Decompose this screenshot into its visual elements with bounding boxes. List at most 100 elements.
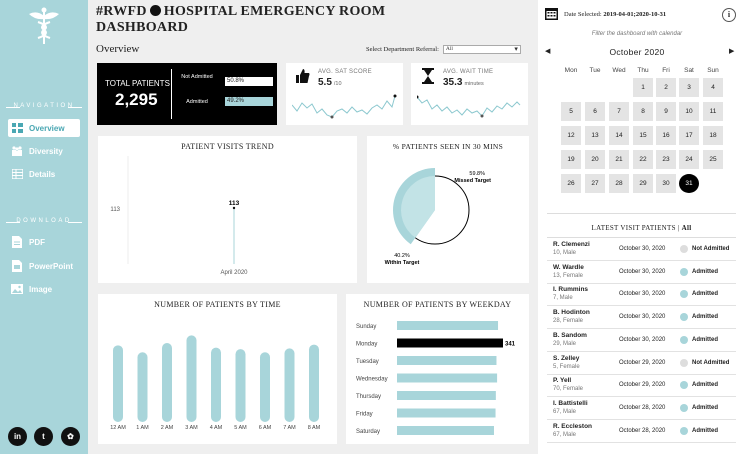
patient-info: 13, Female bbox=[553, 272, 584, 279]
calendar-day[interactable]: 9 bbox=[656, 102, 676, 121]
patient-status: Not Admitted bbox=[692, 246, 730, 252]
pie-slice-within-inner bbox=[401, 176, 435, 238]
time-tick-label: 8 AM bbox=[308, 425, 321, 431]
patient-row[interactable]: P. Yell 70, Female October 29, 2020 Admitte… bbox=[547, 374, 736, 398]
weekday-tick-label: Sunday bbox=[356, 324, 376, 330]
patient-row[interactable]: I. Battistelli 67, Male October 28, 2020 Ad… bbox=[547, 397, 736, 420]
network-icon[interactable]: ✿ bbox=[61, 427, 80, 446]
sidebar-item-details[interactable]: Details bbox=[8, 165, 80, 183]
patient-info: 5, Female bbox=[553, 363, 580, 370]
calendar-day[interactable]: 8 bbox=[633, 102, 653, 121]
calendar-day[interactable]: 22 bbox=[633, 150, 653, 169]
date-selected: Date Selected: 2019-04-01;2020-10-31 bbox=[564, 11, 667, 18]
weekday-tick-label: Wednesday bbox=[356, 377, 388, 383]
calendar-day[interactable]: 11 bbox=[703, 102, 723, 121]
patient-row[interactable]: I. Rummins 7, Male October 30, 2020 Admitte… bbox=[547, 283, 736, 307]
thumbs-up-icon bbox=[296, 69, 310, 83]
calendar-day[interactable]: 1 bbox=[633, 78, 653, 97]
total-patients-card: TOTAL PATIENTS 2,295 Not Admitted 50.8% … bbox=[97, 63, 277, 125]
calendar-hint: Filter the dashboard with calendar bbox=[591, 31, 683, 37]
sidebar: NAVIGATION Overview Diversity Details DO… bbox=[0, 0, 88, 454]
download-image[interactable]: Image bbox=[8, 280, 80, 298]
not-admitted-bar: 50.8% bbox=[225, 77, 273, 86]
admitted-bar: 49.2% bbox=[225, 97, 273, 106]
calendar-day[interactable]: 3 bbox=[679, 78, 699, 97]
calendar-day[interactable]: 17 bbox=[679, 126, 699, 145]
download-pdf[interactable]: PDF bbox=[8, 233, 80, 251]
page-title: #RWFD HOSPITAL EMERGENCY ROOM DASHBOARD bbox=[96, 4, 416, 36]
calendar-day[interactable]: 21 bbox=[609, 150, 629, 169]
download-powerpoint[interactable]: PowerPoint bbox=[8, 257, 80, 275]
weekday-tick-label: Monday bbox=[356, 342, 377, 348]
weekday-header: Sun bbox=[707, 67, 719, 74]
by-weekday-chart: Sunday Monday 341 Tuesday Wednesday Thursday F… bbox=[356, 321, 516, 435]
time-bar bbox=[260, 352, 270, 422]
calendar-day[interactable]: 19 bbox=[561, 150, 581, 169]
twitter-icon[interactable]: t bbox=[34, 427, 53, 446]
patient-date: October 30, 2020 bbox=[619, 268, 666, 275]
calendar-day[interactable]: 5 bbox=[561, 102, 581, 121]
patient-row[interactable]: W. Wardle 13, Female October 30, 2020 Admit… bbox=[547, 261, 736, 284]
patient-row[interactable]: B. Hodinton 28, Female October 30, 2020 Adm… bbox=[547, 306, 736, 330]
calendar-day[interactable]: 26 bbox=[561, 174, 581, 193]
patient-name: I. Battistelli bbox=[553, 399, 588, 407]
calendar-day[interactable]: 4 bbox=[703, 78, 723, 97]
weekday-bar bbox=[397, 356, 497, 365]
calendar-month: October 2020 bbox=[609, 47, 665, 57]
info-icon[interactable]: i bbox=[722, 8, 736, 22]
weekday-bar bbox=[397, 321, 499, 330]
wait-time-card: AVG. WAIT TIME 35.3 minutes bbox=[411, 63, 528, 125]
linkedin-icon[interactable]: in bbox=[8, 427, 27, 446]
download-label: Image bbox=[29, 284, 53, 294]
patient-name: W. Wardle bbox=[553, 263, 584, 271]
divider bbox=[547, 237, 736, 238]
patient-name: B. Hodinton bbox=[553, 309, 590, 317]
weekday-bar bbox=[397, 408, 496, 418]
by-time-title: NUMBER OF PATIENTS BY TIME bbox=[154, 300, 281, 309]
patient-status: Admitted bbox=[692, 382, 718, 389]
patient-row[interactable]: R. Eccleston 67, Male October 28, 2020 Admi… bbox=[547, 420, 736, 443]
calendar-day[interactable]: 6 bbox=[585, 102, 605, 121]
sidebar-item-overview[interactable]: Overview bbox=[8, 119, 80, 137]
calendar-day[interactable]: 30 bbox=[656, 174, 676, 193]
by-time-card: NUMBER OF PATIENTS BY TIME 12 AM 1 AM 2 AM… bbox=[98, 294, 337, 444]
patient-row[interactable]: S. Zelley 5, Female October 29, 2020 Not Ad… bbox=[547, 352, 736, 375]
prev-month-button[interactable]: ◀ bbox=[545, 48, 551, 55]
calendar-day[interactable]: 10 bbox=[679, 102, 699, 121]
calendar-day[interactable]: 15 bbox=[633, 126, 653, 145]
patient-row[interactable]: R. Clemenzi 10, Male October 30, 2020 Not A… bbox=[547, 238, 736, 261]
calendar-day[interactable]: 24 bbox=[679, 150, 699, 169]
sidebar-item-diversity[interactable]: Diversity bbox=[8, 142, 80, 160]
sat-score-value: 5.5/10 bbox=[318, 77, 342, 88]
calendar-day[interactable]: 29 bbox=[633, 174, 653, 193]
patient-name: R. Clemenzi bbox=[553, 241, 590, 248]
patient-info: 28, Female bbox=[553, 318, 584, 325]
weekday-tick-label: Saturday bbox=[356, 429, 380, 435]
calendar-day[interactable]: 23 bbox=[656, 150, 676, 169]
latest-filter[interactable]: All bbox=[681, 224, 692, 232]
sidebar-item-label: Overview bbox=[29, 123, 65, 133]
overview-icon bbox=[11, 123, 23, 134]
next-month-button[interactable]: ▶ bbox=[729, 48, 735, 55]
sat-score-card: AVG. SAT SCORE 5.5/10 bbox=[286, 63, 403, 125]
calendar-day[interactable]: 28 bbox=[609, 174, 629, 193]
time-bar bbox=[235, 349, 246, 422]
calendar-day[interactable]: 25 bbox=[703, 150, 723, 169]
department-label: Select Department Referral: bbox=[366, 46, 439, 53]
calendar-day[interactable]: 31 bbox=[679, 174, 699, 193]
calendar-day[interactable]: 16 bbox=[656, 126, 676, 145]
calendar-day[interactable]: 18 bbox=[703, 126, 723, 145]
calendar-day[interactable]: 2 bbox=[656, 78, 676, 97]
department-select[interactable]: All bbox=[442, 45, 521, 54]
calendar-day[interactable]: 20 bbox=[585, 150, 605, 169]
calendar-day[interactable]: 13 bbox=[585, 126, 605, 145]
calendar-day[interactable]: 14 bbox=[609, 126, 629, 145]
patient-date: October 29, 2020 bbox=[619, 382, 666, 389]
patient-status: Not Admitted bbox=[692, 359, 730, 366]
calendar-day[interactable]: 7 bbox=[609, 102, 629, 121]
patient-row[interactable]: B. Sandom 29, Male October 30, 2020 Admitte… bbox=[547, 329, 736, 352]
visits-trend-card: PATIENT VISITS TREND 113 113 April 2020 bbox=[98, 136, 357, 283]
time-tick-label: 7 AM bbox=[283, 425, 296, 431]
calendar-day[interactable]: 12 bbox=[561, 126, 581, 145]
calendar-day[interactable]: 27 bbox=[585, 174, 605, 193]
